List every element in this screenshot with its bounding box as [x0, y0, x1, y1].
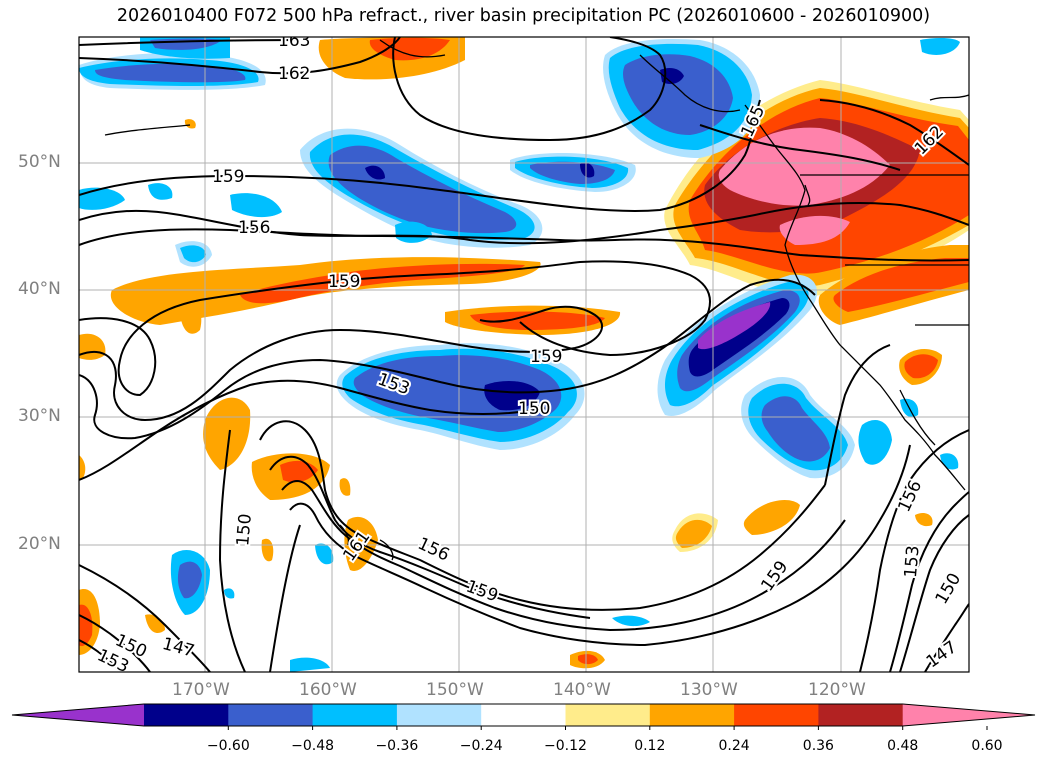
contour-label: 159	[530, 347, 562, 367]
map-grid	[79, 37, 969, 672]
contour-label: 150	[233, 513, 256, 547]
colorbar-tick-label: −0.48	[291, 738, 335, 754]
lon-label-160w: 160°W	[299, 680, 357, 700]
colorbar-segment	[228, 704, 314, 726]
colorbar-tick-label: 0.48	[887, 738, 919, 754]
colorbar	[11, 703, 1036, 730]
coastlines	[104, 39, 969, 561]
contour-label: 162	[278, 64, 310, 84]
lon-label-150w: 150°W	[426, 680, 484, 700]
contour-label: 159	[463, 576, 500, 606]
lon-label-120w: 120°W	[808, 680, 866, 700]
lat-label-40n: 40°N	[18, 279, 61, 299]
colorbar-segment	[312, 704, 398, 726]
colorbar-tick-label: −0.24	[459, 738, 503, 754]
lon-label-140w: 140°W	[553, 680, 611, 700]
colorbar-tick-label: 0.60	[971, 738, 1003, 754]
contour-label: 147	[160, 634, 197, 662]
lat-label-20n: 20°N	[18, 534, 61, 554]
colorbar-extend-max	[902, 704, 1035, 726]
colorbar-tick-label: 0.24	[718, 738, 750, 754]
contour-label: 159	[757, 557, 792, 595]
lat-label-30n: 30°N	[18, 406, 61, 426]
height-contours	[79, 37, 969, 672]
lon-label-170w: 170°W	[172, 680, 230, 700]
colorbar-segment	[565, 704, 651, 726]
lon-label-130w: 130°W	[680, 680, 738, 700]
colorbar-extend-min	[12, 704, 144, 726]
colorbar-tick-label: −0.36	[375, 738, 419, 754]
colorbar-tick-label: 0.12	[634, 738, 666, 754]
colorbar-tick-label: 0.36	[802, 738, 834, 754]
map-title: 2026010400 F072 500 hPa refract., river …	[116, 6, 931, 26]
contour-label: 153	[901, 545, 924, 579]
colorbar-segment	[649, 704, 735, 726]
lat-label-50n: 50°N	[18, 152, 61, 172]
colorbar-segment	[734, 704, 819, 726]
contour-label: 163	[278, 31, 310, 51]
colorbar-tick-label: −0.60	[206, 738, 250, 754]
contour-label: 150	[518, 399, 550, 419]
colorbar-segment	[818, 704, 904, 726]
colorbar-outline	[11, 703, 1036, 727]
contour-label: 156	[238, 218, 270, 238]
colorbar-segment	[144, 704, 229, 726]
contour-label: 159	[328, 272, 360, 292]
colorbar-segment	[396, 704, 482, 726]
colorbar-tick-label: −0.12	[544, 738, 587, 754]
map-frame	[78, 36, 970, 673]
colorbar-segment	[481, 704, 566, 726]
contour-label: 159	[212, 167, 244, 187]
